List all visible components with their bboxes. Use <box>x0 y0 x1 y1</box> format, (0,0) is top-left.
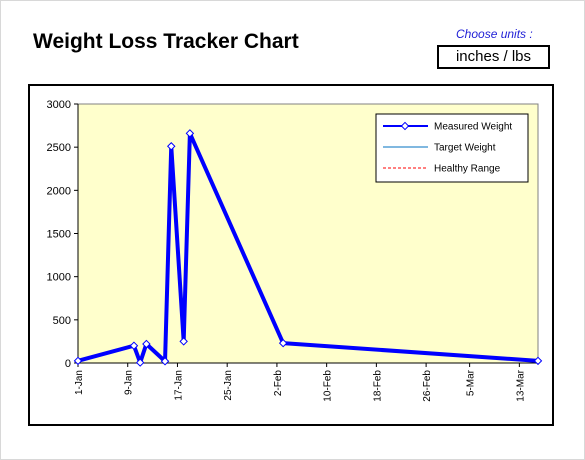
y-tick-label: 1500 <box>47 229 71 241</box>
legend-label: Measured Weight <box>434 122 512 133</box>
x-tick-label: 9-Jan <box>124 370 135 395</box>
x-tick-label: 26-Feb <box>422 370 433 402</box>
measured-weight-point <box>73 356 83 366</box>
measured-weight-point <box>129 341 139 350</box>
x-tick-label: 18-Feb <box>372 370 383 402</box>
weight-chart: 0 500 1000 1500 2000 2500 3000 1-Jan 9-Jan 17-Jan… <box>47 99 543 402</box>
measured-weight-point <box>167 142 176 151</box>
x-tick-label: 13-Mar <box>515 369 526 401</box>
y-tick-label: 2000 <box>47 185 71 197</box>
measured-weight-point <box>185 129 195 138</box>
legend-label: Healthy Range <box>434 164 501 175</box>
units-label: Choose units : <box>456 27 533 41</box>
x-tick-label: 2-Feb <box>273 370 284 397</box>
measured-weight-point <box>160 357 170 366</box>
y-tick-label: 0 <box>65 358 71 370</box>
units-dropdown[interactable]: inches / lbs <box>437 45 550 69</box>
x-tick-label: 17-Jan <box>173 370 184 401</box>
x-tick-label: 1-Jan <box>74 370 85 395</box>
y-tick-label: 3000 <box>47 99 71 111</box>
measured-weight-point <box>179 337 188 346</box>
page-title: Weight Loss Tracker Chart <box>33 30 299 53</box>
measured-weight-point <box>142 339 151 349</box>
measured-weight-point <box>278 338 288 348</box>
x-tick-label: 25-Jan <box>223 370 234 401</box>
x-tick-label: 5-Mar <box>466 369 477 396</box>
y-tick-label: 1000 <box>47 272 71 284</box>
legend-marker <box>400 121 410 131</box>
measured-weight-point <box>135 358 145 367</box>
y-tick-label: 500 <box>53 315 71 327</box>
measured-weight-line <box>77 131 539 365</box>
chart-frame: 0 500 1000 1500 2000 2500 3000 1-Jan 9-Jan 17-Jan… <box>28 84 554 426</box>
x-tick-label: 10-Feb <box>323 370 334 402</box>
legend-label: Target Weight <box>434 143 496 154</box>
measured-weight-point <box>533 356 543 366</box>
y-tick-label: 2500 <box>47 142 71 154</box>
